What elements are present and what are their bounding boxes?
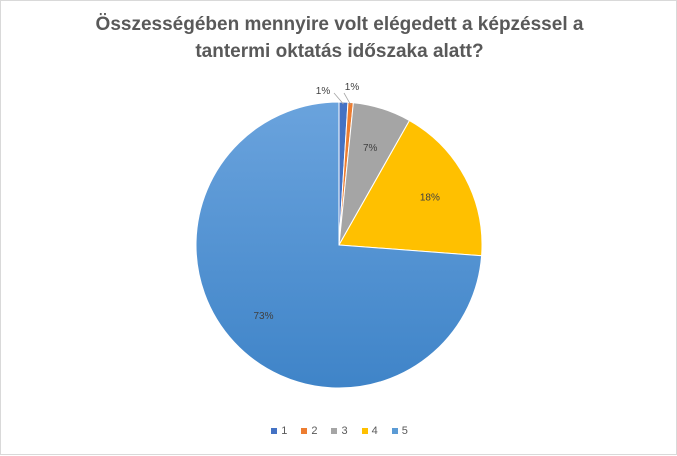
legend-swatch-1 bbox=[271, 428, 278, 434]
leader-line-2 bbox=[343, 92, 351, 105]
legend-item-4: 4 bbox=[361, 425, 378, 437]
legend-label-4: 4 bbox=[371, 425, 378, 437]
legend-swatch-3 bbox=[331, 428, 338, 434]
chart-title-line-2: tantermi oktatás időszaka alatt? bbox=[195, 41, 484, 62]
legend-label-5: 5 bbox=[401, 425, 408, 437]
legend-swatch-5 bbox=[391, 428, 398, 434]
leader-line-1 bbox=[333, 92, 344, 105]
chart-title: Összességében mennyire volt elégedett a … bbox=[61, 11, 618, 65]
legend-swatch-2 bbox=[301, 428, 308, 434]
data-label-2: 1% bbox=[345, 82, 360, 93]
data-label-3: 7% bbox=[363, 143, 378, 154]
legend-item-3: 3 bbox=[331, 425, 348, 437]
legend-label-2: 2 bbox=[311, 425, 318, 437]
chart-legend: 1 2 3 4 5 bbox=[1, 425, 677, 437]
legend-label-3: 3 bbox=[341, 425, 348, 437]
data-label-4: 18% bbox=[420, 193, 440, 204]
legend-swatch-4 bbox=[361, 428, 368, 434]
data-label-1: 1% bbox=[316, 86, 331, 97]
pie-slice-5 bbox=[195, 101, 483, 389]
chart-title-line-1: Összességében mennyire volt elégedett a … bbox=[95, 14, 584, 35]
pie-slice-4 bbox=[338, 119, 483, 257]
legend-item-1: 1 bbox=[271, 425, 287, 437]
legend-label-1: 1 bbox=[281, 425, 288, 437]
legend-item-2: 2 bbox=[301, 425, 317, 437]
data-label-5: 73% bbox=[253, 311, 273, 322]
legend-item-5: 5 bbox=[391, 425, 408, 437]
